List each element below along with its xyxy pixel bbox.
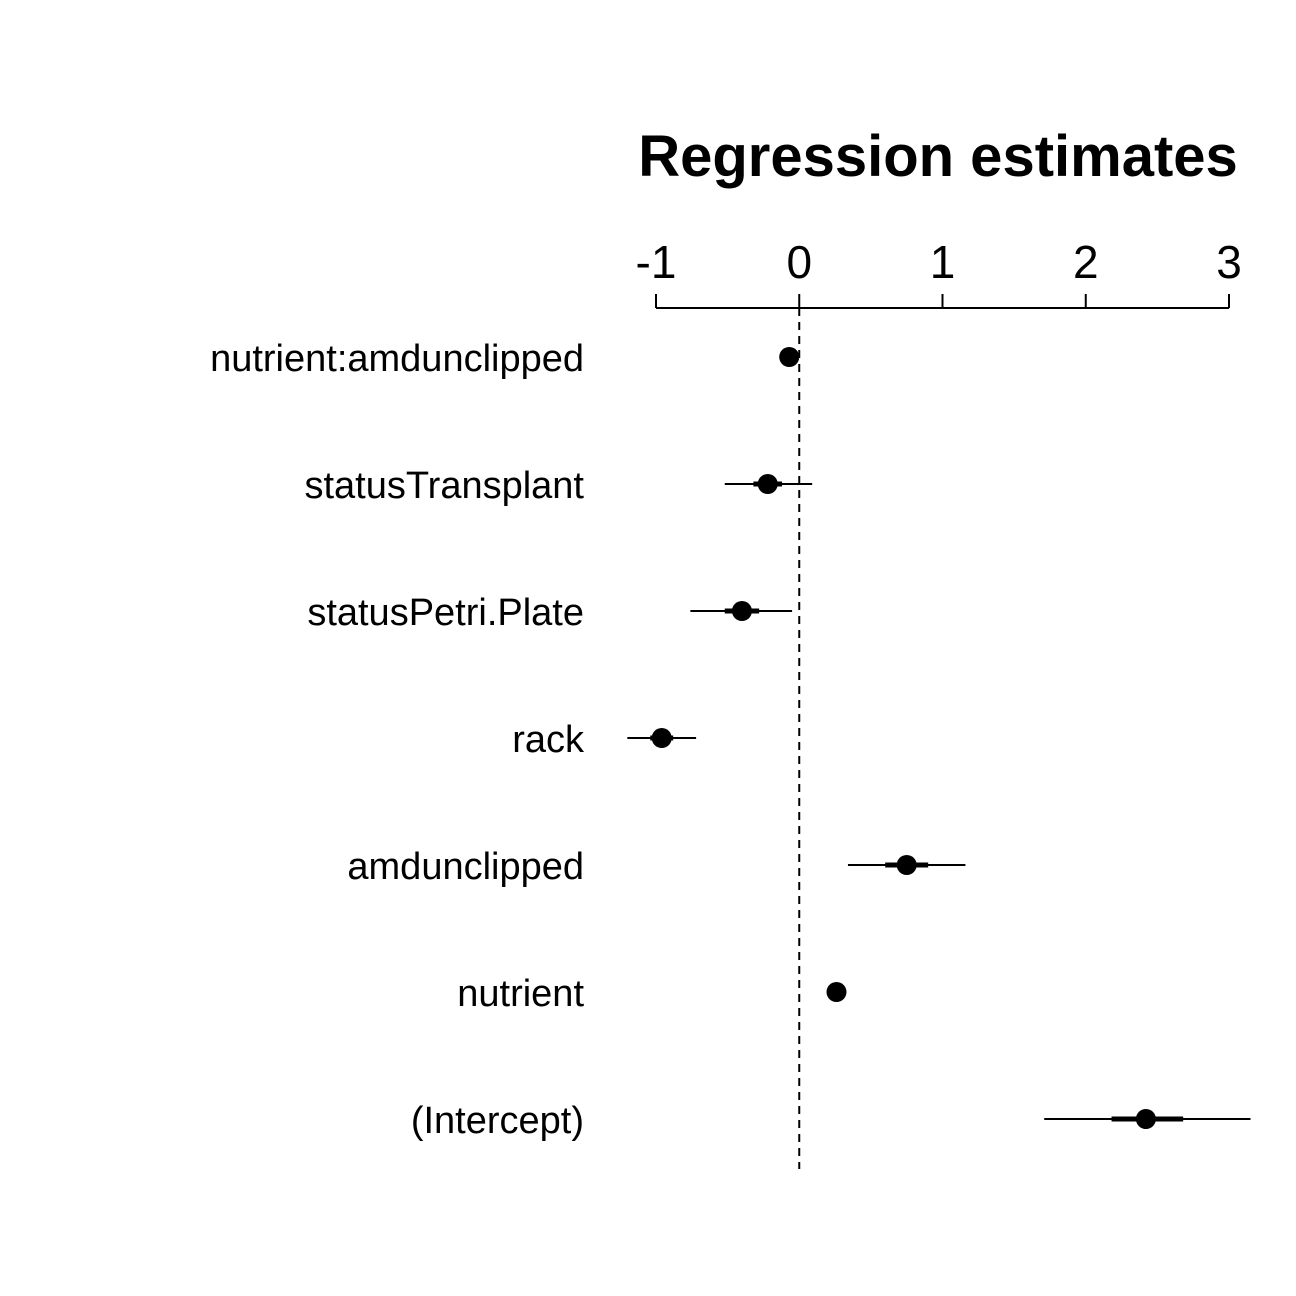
coefficient-row: nutrient:amdunclipped: [210, 338, 800, 380]
estimate-point: [779, 347, 800, 367]
coefficient-row: (Intercept): [411, 1100, 1251, 1142]
coefficient-label: nutrient:amdunclipped: [210, 338, 584, 380]
coefficient-label: rack: [512, 719, 585, 761]
estimate-point: [757, 474, 778, 494]
x-tick-label: 0: [786, 236, 812, 288]
estimate-point: [731, 601, 752, 621]
x-tick-label: -1: [636, 236, 677, 288]
chart-title: Regression estimates: [638, 124, 1238, 189]
coefficient-row: statusPetri.Plate: [307, 592, 793, 634]
coefficient-rows: nutrient:amdunclipped statusTransplant sta…: [210, 338, 1251, 1142]
coefficient-row: amdunclipped: [347, 846, 966, 888]
coefficient-row: rack: [512, 719, 697, 761]
x-axis: -1 0 1 2 3: [636, 236, 1242, 309]
x-tick-label: 2: [1073, 236, 1099, 288]
coefficient-label: amdunclipped: [347, 846, 584, 888]
estimate-point: [826, 982, 847, 1002]
coefficient-label: nutrient: [457, 973, 584, 1015]
estimate-point: [651, 728, 672, 748]
coefficient-label: statusPetri.Plate: [307, 592, 584, 634]
coefficient-row: nutrient: [457, 973, 847, 1015]
estimate-point: [896, 855, 917, 875]
coefficient-label: statusTransplant: [304, 465, 584, 507]
estimate-point: [1135, 1109, 1156, 1129]
x-tick-label: 3: [1216, 236, 1242, 288]
coefficient-label: (Intercept): [411, 1100, 584, 1142]
x-tick-label: 1: [930, 236, 956, 288]
coefficient-row: statusTransplant: [304, 465, 813, 507]
